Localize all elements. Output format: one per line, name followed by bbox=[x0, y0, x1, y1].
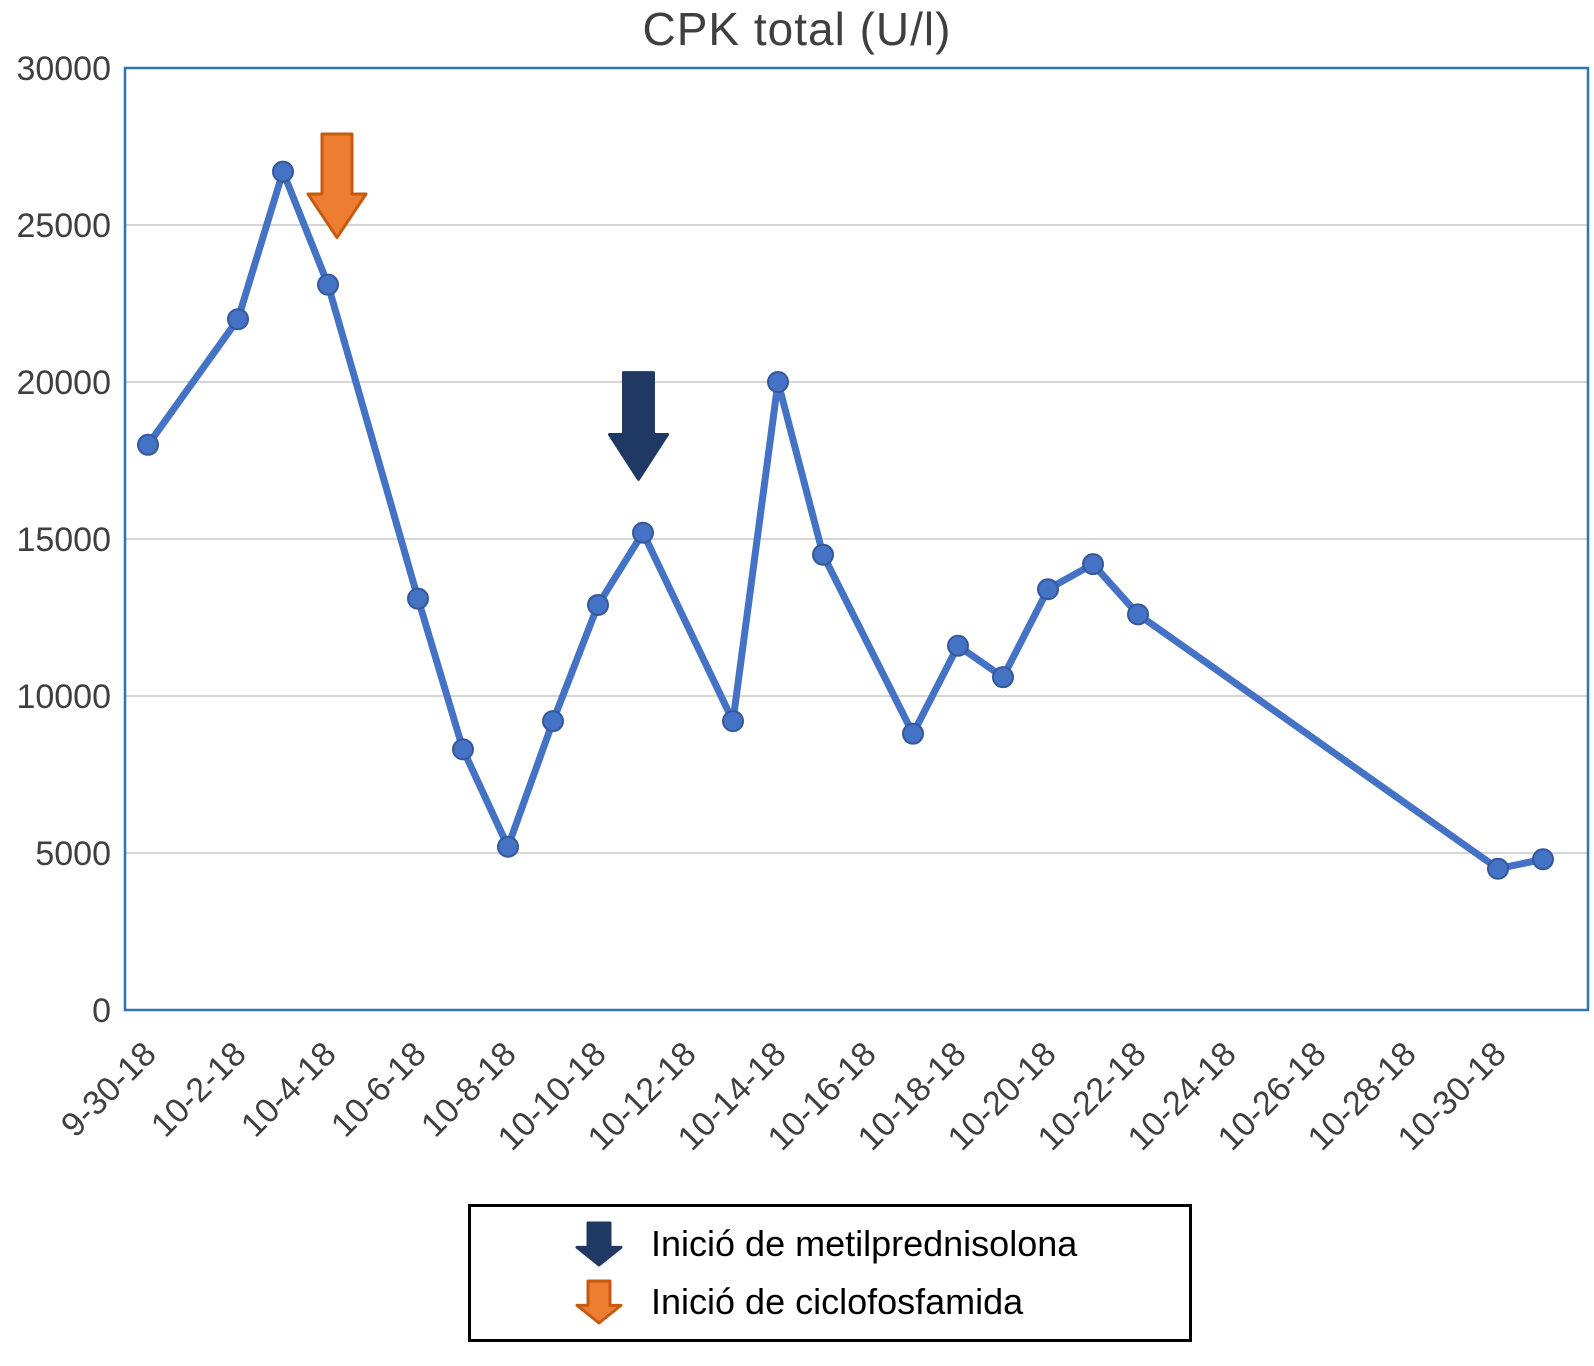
navy-down-arrow-icon bbox=[575, 1221, 623, 1267]
legend-arrow-shape bbox=[575, 1279, 623, 1325]
annotation-arrows bbox=[306, 132, 669, 481]
svg-text:10000: 10000 bbox=[16, 678, 111, 716]
y-axis-labels: 0 5000 10000 15000 20000 25000 30000 bbox=[16, 50, 111, 1030]
svg-text:0: 0 bbox=[92, 992, 111, 1030]
orange-down-arrow-icon bbox=[575, 1279, 623, 1325]
cpk-series-line bbox=[144, 168, 1547, 873]
svg-text:9-30-18: 9-30-18 bbox=[54, 1035, 164, 1145]
svg-text:5000: 5000 bbox=[35, 835, 111, 873]
svg-text:25000: 25000 bbox=[16, 207, 111, 245]
chart-legend: Inició de metilprednisolona Inició de ci… bbox=[468, 1204, 1192, 1342]
legend-label-ciclofosfamida: Inició de ciclofosfamida bbox=[651, 1281, 1024, 1322]
svg-text:10-4-18: 10-4-18 bbox=[234, 1035, 344, 1145]
chart-title: CPK total (U/l) bbox=[642, 3, 952, 55]
x-axis-labels: 9-30-1810-2-1810-4-1810-6-1810-8-1810-10… bbox=[54, 1035, 1514, 1158]
gridlines bbox=[125, 224, 1588, 854]
inicio-metilprednisolona-arrow bbox=[608, 371, 669, 481]
svg-text:10-2-18: 10-2-18 bbox=[144, 1035, 254, 1145]
svg-text:20000: 20000 bbox=[16, 364, 111, 402]
legend-arrow-shape bbox=[575, 1221, 623, 1267]
svg-text:10-6-18: 10-6-18 bbox=[324, 1035, 434, 1145]
legend-item-metilprednisolona: Inició de metilprednisolona bbox=[471, 1219, 1189, 1269]
svg-text:30000: 30000 bbox=[16, 50, 111, 88]
cpk-series-markers bbox=[137, 160, 1554, 880]
legend-label-metilprednisolona: Inició de metilprednisolona bbox=[651, 1223, 1078, 1264]
plot-border bbox=[123, 66, 1590, 1012]
inicio-ciclofosfamida-arrow bbox=[306, 132, 368, 240]
svg-text:15000: 15000 bbox=[16, 521, 111, 559]
legend-item-ciclofosfamida: Inició de ciclofosfamida bbox=[471, 1277, 1189, 1327]
cpk-line-chart: 0500010000150002000025000300009-30-1810-… bbox=[16, 50, 1590, 1158]
